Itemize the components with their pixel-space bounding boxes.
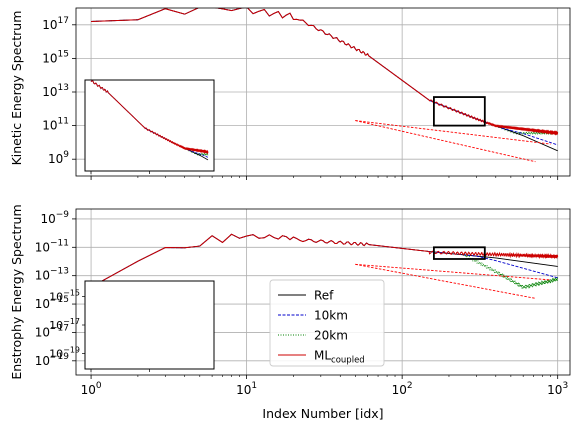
y-tick-exp: −13 bbox=[50, 267, 69, 277]
plot-frame bbox=[75, 7, 571, 177]
legend-label-sub: coupled bbox=[331, 356, 365, 366]
inset-ml-coupled bbox=[90, 80, 209, 155]
x-tick-exp: 1 bbox=[251, 381, 257, 391]
top-ylabel: Kinetic Energy Spectrum bbox=[9, 11, 24, 166]
y-tick-exp: 9 bbox=[63, 150, 69, 160]
inset-20km bbox=[200, 281, 202, 283]
x-tick-label: 102 bbox=[392, 381, 413, 397]
inset-frame bbox=[84, 280, 215, 370]
inset-ref bbox=[91, 233, 208, 255]
plot-frame bbox=[75, 208, 571, 376]
series-10km bbox=[91, 8, 558, 146]
legend-label: Ref bbox=[314, 289, 334, 303]
y-tick-exp: −9 bbox=[56, 210, 70, 220]
y-tick-label: 10−9 bbox=[40, 210, 69, 226]
y-tick-exp: 13 bbox=[58, 83, 69, 93]
x-tick-label: 100 bbox=[81, 381, 102, 397]
x-tick-exp: 0 bbox=[96, 381, 102, 391]
series-ml-coupled bbox=[90, 233, 559, 288]
x-tick-exp: 3 bbox=[562, 381, 568, 391]
inset-y-tick-exp: −17 bbox=[63, 317, 80, 326]
bottom-ylabel: Enstrophy Energy Spectrum bbox=[9, 204, 24, 379]
x-tick-label: 101 bbox=[236, 381, 257, 397]
legend-label: 20km bbox=[314, 329, 348, 343]
inset-y-tick-exp: −15 bbox=[63, 288, 80, 297]
slope-guide-line bbox=[355, 120, 551, 145]
y-tick-exp: −19 bbox=[50, 352, 69, 362]
inset-frame bbox=[84, 79, 215, 172]
y-tick-label: 1011 bbox=[42, 117, 69, 133]
zoom-box bbox=[432, 96, 486, 127]
y-tick-label: 1015 bbox=[42, 49, 69, 65]
kinetic-panel: 1017 1015 1013 1011 109 bbox=[42, 7, 571, 180]
slope-guide-line bbox=[355, 120, 536, 163]
y-tick-exp: −15 bbox=[50, 295, 69, 305]
inset-ml-coupled bbox=[91, 233, 208, 249]
series-group bbox=[90, 233, 559, 299]
y-tick-label: 10−13 bbox=[35, 267, 69, 283]
y-tick-label: 109 bbox=[48, 150, 69, 166]
legend-box bbox=[269, 279, 385, 367]
y-tick-label: 1017 bbox=[42, 16, 69, 32]
slope-guide-line bbox=[355, 263, 551, 281]
legend-label: 10km bbox=[314, 309, 348, 323]
series-group bbox=[91, 8, 559, 163]
x-tick-exp: 2 bbox=[407, 381, 413, 391]
y-tick-exp: 17 bbox=[58, 16, 69, 26]
xlabel: Index Number [idx] bbox=[262, 406, 383, 421]
y-tick-exp: 11 bbox=[58, 117, 69, 127]
inset-y-tick-exp: −19 bbox=[63, 346, 80, 355]
y-tick-exp: −17 bbox=[50, 323, 69, 333]
x-tick-label: 103 bbox=[547, 381, 568, 397]
series-ml-coupled bbox=[91, 8, 559, 136]
inset-10km bbox=[91, 233, 208, 263]
inset-series-group bbox=[90, 80, 209, 161]
y-tick-label: 10−11 bbox=[35, 238, 69, 254]
y-tick-exp: −11 bbox=[50, 238, 69, 248]
inset-series-group bbox=[91, 233, 208, 283]
y-tick-exp: 15 bbox=[58, 49, 69, 59]
slope-guide-line bbox=[355, 263, 536, 299]
y-tick-label: 1013 bbox=[42, 83, 69, 99]
zoom-box bbox=[432, 246, 486, 260]
